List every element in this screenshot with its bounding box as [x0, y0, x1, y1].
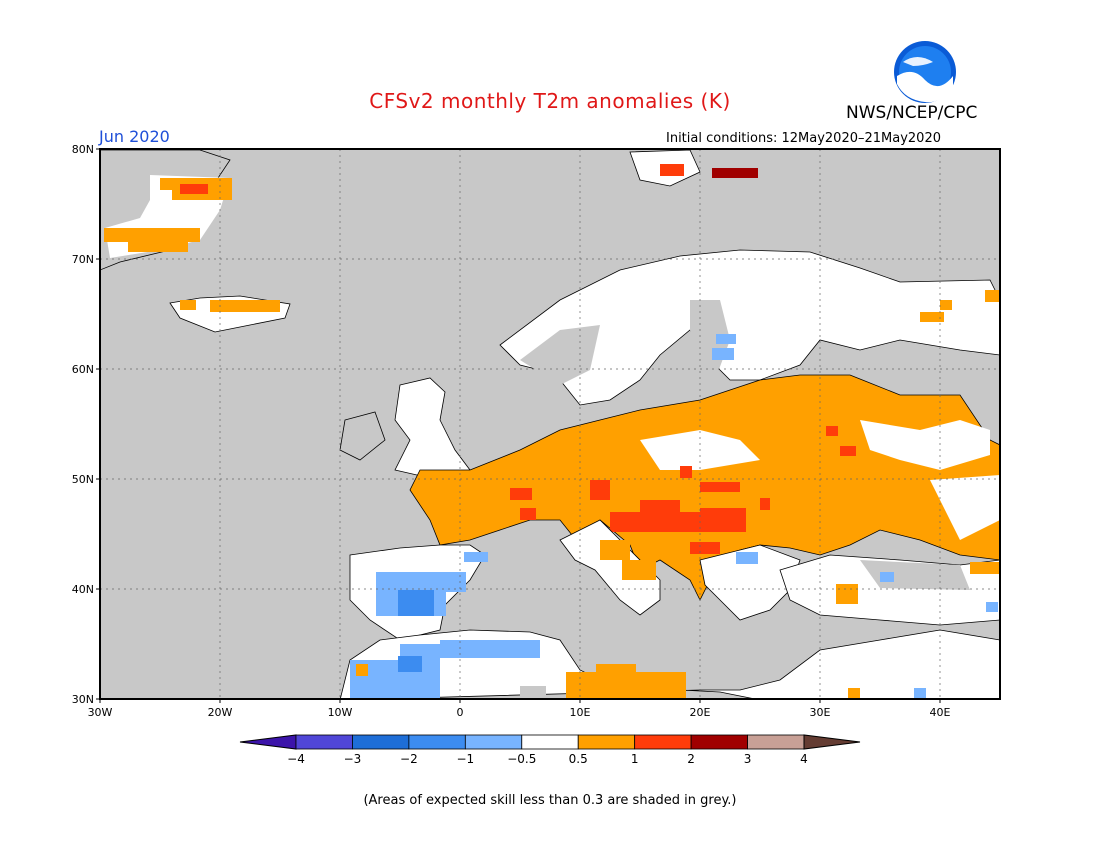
- lon-label: 20W: [208, 706, 233, 719]
- colorbar-swatch: [408, 734, 466, 750]
- valid-month-label: Jun 2020: [99, 127, 170, 146]
- hot-spots: [510, 426, 856, 574]
- colorbar-min-triangle: [239, 734, 297, 750]
- russia-white-east: [860, 420, 990, 470]
- map-title: CFSv2 monthly T2m anomalies (K): [369, 89, 731, 113]
- colorbar-swatch: [295, 734, 353, 750]
- noaa-logo-icon: [894, 41, 956, 103]
- colorbar-tick-label: 1: [631, 752, 639, 766]
- lat-label: 80N: [72, 143, 94, 156]
- colorbar-swatch: [352, 734, 410, 750]
- skill-footnote: (Areas of expected skill less than 0.3 a…: [363, 793, 737, 808]
- lon-label: 10W: [328, 706, 353, 719]
- colorbar-swatch: [577, 734, 636, 750]
- balkans-greece: [699, 544, 801, 621]
- lon-label: 30E: [810, 706, 831, 719]
- colorbar-tick-label: −0.5: [507, 752, 536, 766]
- lat-label: 40N: [72, 583, 94, 596]
- italy-landmass: [559, 519, 661, 616]
- colorbar-swatch: [634, 734, 692, 750]
- colorbar-tick-label: 4: [800, 752, 808, 766]
- colorbar-swatch: [464, 734, 523, 750]
- colorbar-tick-label: 3: [744, 752, 752, 766]
- colorbar-tick-label: −2: [400, 752, 418, 766]
- scandinavia-landmass: [499, 249, 1000, 406]
- colorbar-tick-label: −4: [287, 752, 305, 766]
- lon-label: 40E: [930, 706, 951, 719]
- colorbar-swatch: [521, 734, 579, 750]
- colorbar-tick-label: 2: [687, 752, 695, 766]
- ireland-landmass: [339, 411, 386, 461]
- agency-label: NWS/NCEP/CPC: [846, 103, 978, 123]
- colorbar-swatch: [690, 734, 748, 750]
- scandinavia-low-skill: [520, 325, 600, 385]
- lat-label: 70N: [72, 253, 94, 266]
- lon-label: 0: [457, 706, 464, 719]
- colorbar-max-triangle: [803, 734, 861, 750]
- lon-label: 10E: [570, 706, 591, 719]
- lon-label: 30W: [88, 706, 113, 719]
- graticule: [100, 149, 1000, 699]
- lon-label: 20E: [690, 706, 711, 719]
- turkey-low-skill: [860, 560, 970, 590]
- colorbar-tick-label: −1: [456, 752, 474, 766]
- ukraine-white-south: [930, 475, 1000, 540]
- lat-label: 60N: [72, 363, 94, 376]
- initial-conditions-label: Initial conditions: 12May2020–21May2020: [666, 131, 941, 146]
- colorbar-tick-label: 0.5: [569, 752, 588, 766]
- lat-label: 50N: [72, 473, 94, 486]
- colorbar-tick-label: −3: [344, 752, 362, 766]
- colorbar-swatch: [747, 734, 805, 750]
- lat-label: 30N: [72, 693, 94, 706]
- map-frame: [99, 148, 1001, 700]
